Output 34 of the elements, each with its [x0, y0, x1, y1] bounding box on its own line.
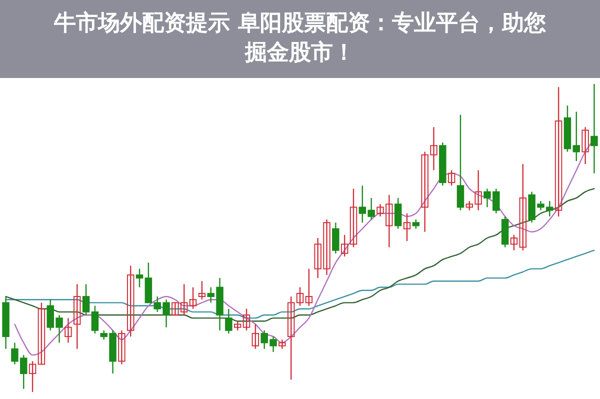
candlestick	[350, 188, 358, 248]
candlestick	[403, 212, 411, 242]
candlestick	[118, 330, 126, 365]
candlestick	[278, 339, 286, 350]
candlestick	[456, 114, 464, 211]
candlestick	[91, 305, 99, 334]
candlestick	[64, 317, 72, 344]
candlestick	[73, 284, 81, 350]
candlestick	[412, 218, 420, 230]
candlestick	[340, 234, 348, 258]
candlestick	[136, 268, 144, 288]
candlestick	[28, 360, 36, 393]
candlestick	[296, 286, 304, 306]
candlestick	[590, 83, 598, 174]
candlestick	[448, 170, 456, 186]
candlestick	[38, 302, 46, 365]
candlestick	[332, 222, 340, 254]
candlestick	[242, 308, 250, 331]
candlestick	[287, 296, 295, 380]
candlestick	[582, 126, 589, 165]
candlestick	[554, 86, 562, 218]
candlestick	[252, 324, 260, 350]
candlestick	[82, 284, 90, 316]
candlestick	[572, 111, 580, 162]
candlestick	[510, 234, 518, 251]
candlestick	[305, 268, 313, 306]
candlestick	[126, 265, 134, 338]
candlestick	[394, 197, 402, 230]
candlestick	[519, 163, 527, 251]
candlestick	[234, 320, 242, 331]
candlestick	[198, 280, 206, 300]
chart-title: 牛市场外配资提示 阜阳股票配资：专业平台，助您掘金股市！	[53, 10, 546, 66]
candlestick	[225, 308, 232, 334]
candlestick	[189, 286, 197, 310]
